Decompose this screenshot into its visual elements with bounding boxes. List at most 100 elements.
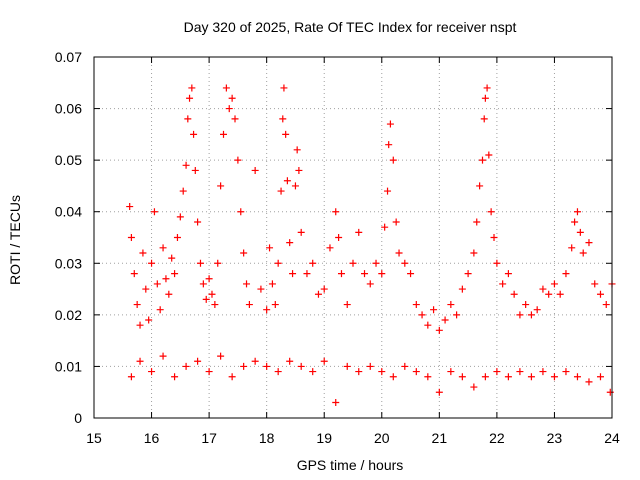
data-point [562,270,570,278]
data-point [453,311,461,319]
data-point [412,368,420,376]
data-point [441,316,449,324]
data-point [274,368,282,376]
data-point [550,280,558,288]
y-tick-label: 0.02 [55,307,82,323]
data-point [136,321,144,329]
data-point [349,259,357,267]
data-point [127,373,135,381]
data-point [493,259,501,267]
data-point [136,357,144,365]
data-point [133,301,141,309]
data-point [343,301,351,309]
data-point [479,156,486,164]
data-point [381,223,389,231]
data-point [156,306,164,314]
data-points [126,84,616,407]
data-point [159,352,167,360]
data-point [499,280,507,288]
data-point [464,270,472,278]
data-point [286,239,294,247]
axis-ticks [93,56,613,419]
data-point [208,290,216,298]
data-point [222,84,230,92]
data-point [568,244,576,252]
data-point [171,270,179,278]
data-point [480,115,488,123]
data-point [385,141,393,149]
data-point [355,228,363,236]
data-point [596,373,604,381]
data-point [194,218,202,226]
x-tick-label: 15 [86,430,102,446]
data-point [366,362,374,370]
x-tick-label: 17 [201,430,217,446]
data-point [268,280,276,288]
data-point [171,373,179,381]
data-point [483,84,491,92]
data-point [573,373,581,381]
plot-frame [93,56,613,419]
data-point [150,208,158,216]
data-point [412,301,420,309]
data-point [245,301,253,309]
data-point [562,368,570,376]
data-point [418,311,426,319]
data-point [527,311,535,319]
data-point [309,259,317,267]
data-point [361,270,369,278]
data-point [435,388,443,396]
data-point [596,290,604,298]
data-point [231,115,239,123]
data-point [148,259,156,267]
data-point [573,208,581,216]
data-point [303,270,311,278]
data-point [430,306,438,314]
x-tick-label: 22 [489,430,505,446]
data-point [162,275,170,283]
y-tick-label: 0.06 [55,101,82,117]
data-point [202,295,210,303]
data-point [395,249,403,257]
data-point [297,228,305,236]
data-point [337,270,345,278]
data-point [602,301,610,309]
data-point [205,368,213,376]
data-point [476,182,484,190]
x-tick-labels: 15 16 17 18 19 20 21 22 23 24 [86,430,620,446]
data-point [148,368,156,376]
data-point [389,373,397,381]
y-tick-label: 0 [74,410,82,426]
x-tick-label: 21 [432,430,448,446]
data-point [392,218,400,226]
data-point [228,373,236,381]
data-point [378,270,386,278]
y-tick-label: 0.07 [55,49,82,65]
data-point [176,213,184,221]
data-point [142,285,150,293]
data-point [332,208,340,216]
data-point [473,218,481,226]
data-point [295,166,303,174]
data-point [550,373,558,381]
data-point [504,373,512,381]
data-point [576,228,584,236]
data-point [145,316,153,324]
data-point [191,166,199,174]
data-point [447,301,455,309]
data-point [211,301,219,309]
data-point [309,368,317,376]
data-point [263,306,271,314]
data-point [168,254,176,262]
y-tick-label: 0.05 [55,152,82,168]
data-point [585,378,593,386]
data-point [190,130,198,138]
data-point [286,357,294,365]
data-point [545,290,553,298]
data-point [243,280,251,288]
x-tick-label: 20 [374,430,390,446]
data-point [343,362,351,370]
data-point [585,239,593,247]
x-tick-label: 19 [316,430,332,446]
data-point [159,244,167,252]
